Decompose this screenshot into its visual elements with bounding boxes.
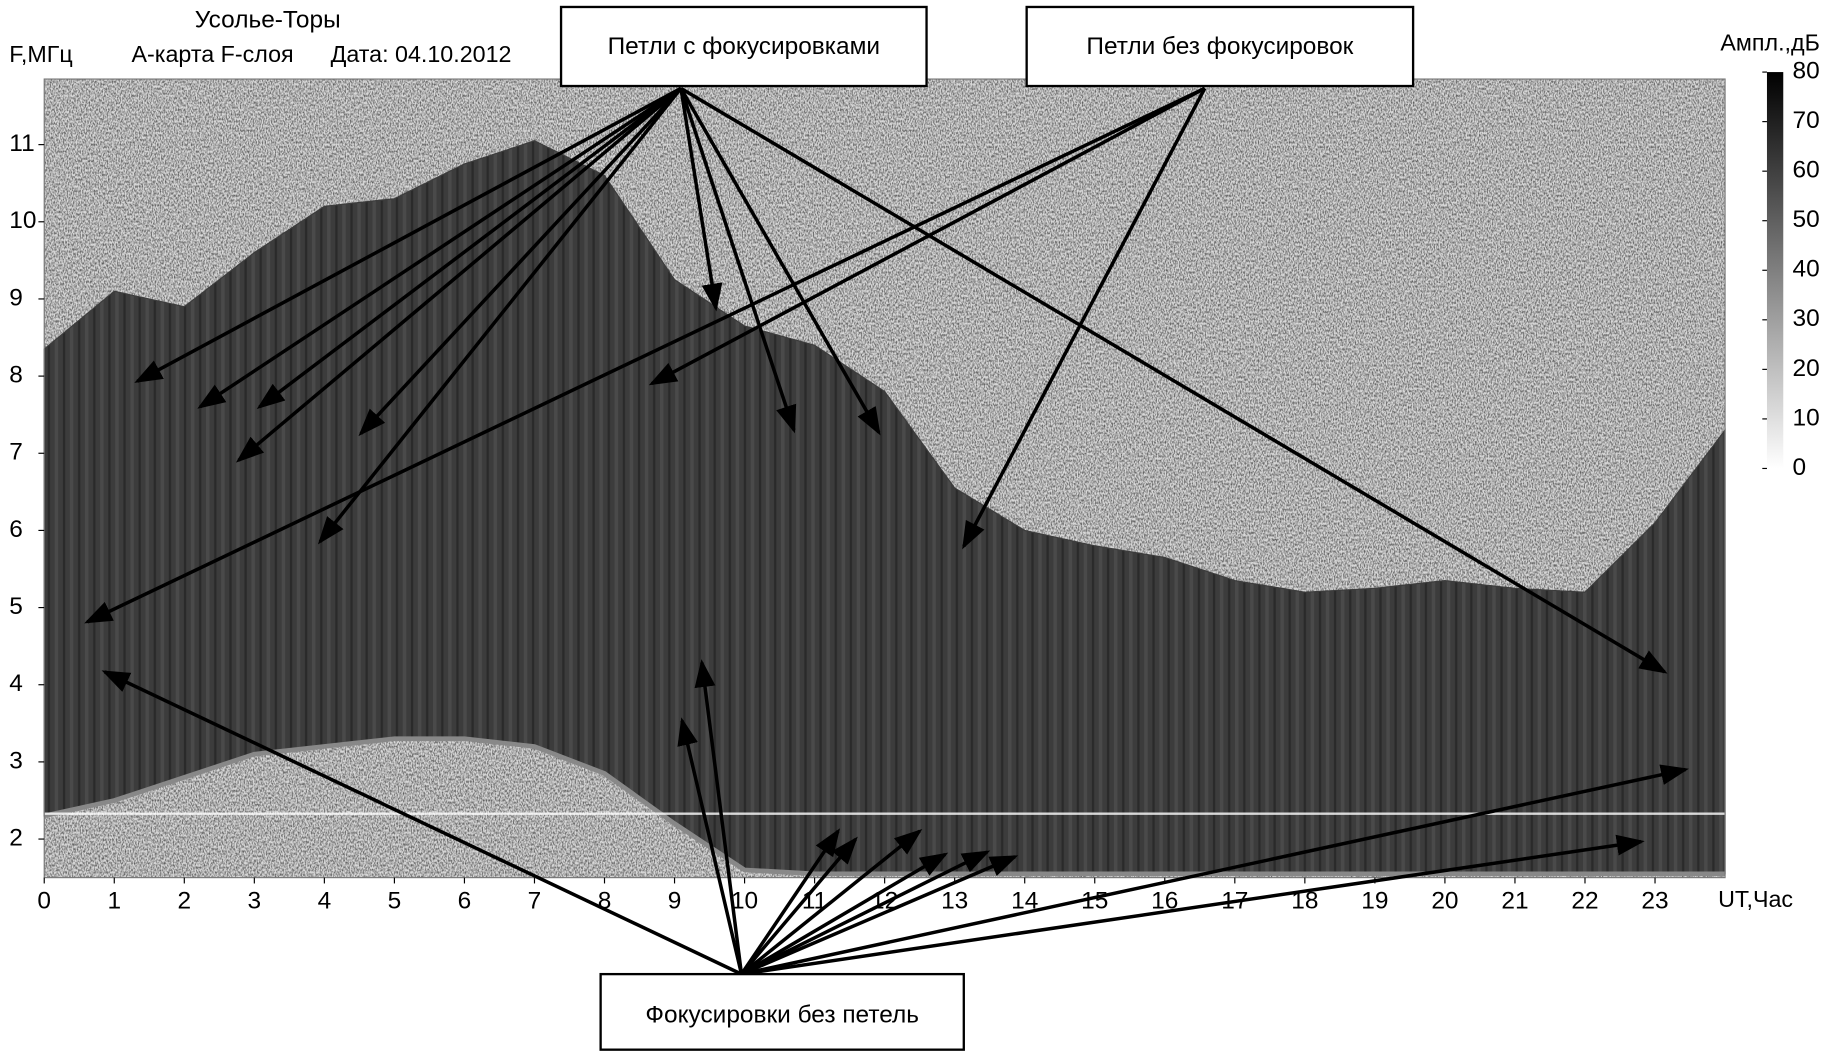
annotation-box (599, 972, 965, 1051)
y-tick-label: 5 (9, 593, 23, 620)
x-tick-label: 3 (248, 888, 262, 915)
arrow (740, 836, 858, 976)
arrow (740, 828, 923, 976)
colorbar-tick-label: 40 (1793, 256, 1820, 283)
x-tick-label: 8 (598, 888, 612, 915)
arrows (84, 86, 1689, 976)
arrow (677, 717, 744, 975)
x-axis-label: UT,Час (1718, 886, 1793, 912)
x-tick-label: 10 (731, 888, 758, 915)
x-tick-label: 11 (802, 888, 827, 915)
y-tick-label: 10 (9, 207, 36, 234)
x-tick-label: 22 (1571, 888, 1598, 915)
colorbar-tick-label: 50 (1793, 206, 1820, 233)
annotation: Петли с фокусировками (608, 33, 880, 60)
x-tick-label: 2 (178, 888, 192, 915)
x-tick-label: 6 (458, 888, 472, 915)
x-tick-label: 15 (1081, 888, 1108, 915)
annotation: Петли без фокусировок (1086, 33, 1353, 60)
arrow (680, 86, 1668, 674)
x-tick-label: 17 (1221, 888, 1248, 915)
arrow (134, 86, 682, 383)
x-tick-label: 12 (871, 888, 898, 915)
date-label: Дата: 04.10.2012 (331, 41, 512, 67)
arrow (740, 852, 949, 976)
x-tick-label: 13 (941, 888, 968, 915)
colorbar (1766, 72, 1784, 469)
arrow (694, 659, 744, 975)
lower-edge (43, 736, 1726, 877)
arrow (741, 764, 1689, 976)
arrow (741, 834, 1645, 976)
x-tick-label: 9 (668, 888, 682, 915)
subtitle: А-карта F-слоя (132, 41, 294, 67)
y-tick-label: 3 (9, 747, 23, 774)
arrow (197, 86, 682, 409)
x-tick-label: 16 (1151, 888, 1178, 915)
x-tick-label: 7 (528, 888, 542, 915)
arrow (740, 828, 841, 976)
arrow (740, 850, 991, 976)
arrow (235, 87, 683, 463)
arrow (648, 86, 1206, 386)
x-tick-label: 18 (1291, 888, 1318, 915)
x-tick-label: 14 (1011, 888, 1038, 915)
arrow (679, 88, 723, 312)
colorbar-tick-label: 60 (1793, 157, 1820, 184)
colorbar-tick-label: 80 (1793, 58, 1820, 85)
colorbar-tick-label: 10 (1793, 404, 1820, 431)
x-tick-label: 20 (1431, 888, 1458, 915)
arrow (84, 86, 1206, 624)
arrow (679, 87, 881, 436)
x-tick-label: 23 (1641, 888, 1668, 915)
x-tick-label: 5 (388, 888, 402, 915)
chart-title: Усолье-Торы (195, 6, 341, 33)
colorbar-tick-label: 20 (1793, 355, 1820, 382)
x-tick-label: 4 (318, 888, 332, 915)
annotation-box (1025, 5, 1415, 88)
annotation-box (559, 5, 928, 88)
y-tick-label: 4 (9, 670, 23, 697)
y-axis-label: F,МГц (9, 41, 72, 67)
y-tick-label: 9 (9, 284, 23, 311)
x-tick-label: 19 (1361, 888, 1388, 915)
y-tick-label: 6 (9, 516, 23, 543)
arrow (256, 86, 682, 409)
annotation: Фокусировки без петель (645, 1001, 919, 1028)
arrow (317, 87, 683, 545)
x-tick-label: 0 (37, 888, 51, 915)
colorbar-label: Ампл.,дБ (1720, 29, 1819, 55)
arrow (358, 87, 683, 437)
y-tick-label: 11 (9, 130, 34, 157)
colorbar-tick-label: 30 (1793, 305, 1820, 332)
arrow (740, 855, 1019, 976)
y-tick-label: 7 (9, 439, 23, 466)
x-tick-label: 1 (107, 888, 121, 915)
colorbar-tick-label: 0 (1793, 454, 1807, 481)
plot-area (43, 78, 1726, 879)
colorbar-tick-label: 70 (1793, 107, 1820, 134)
arrow (679, 87, 797, 434)
arrow (101, 670, 743, 976)
arrow (962, 87, 1207, 550)
y-tick-label: 2 (9, 825, 23, 852)
x-tick-label: 21 (1501, 888, 1528, 915)
y-tick-label: 8 (9, 362, 23, 389)
